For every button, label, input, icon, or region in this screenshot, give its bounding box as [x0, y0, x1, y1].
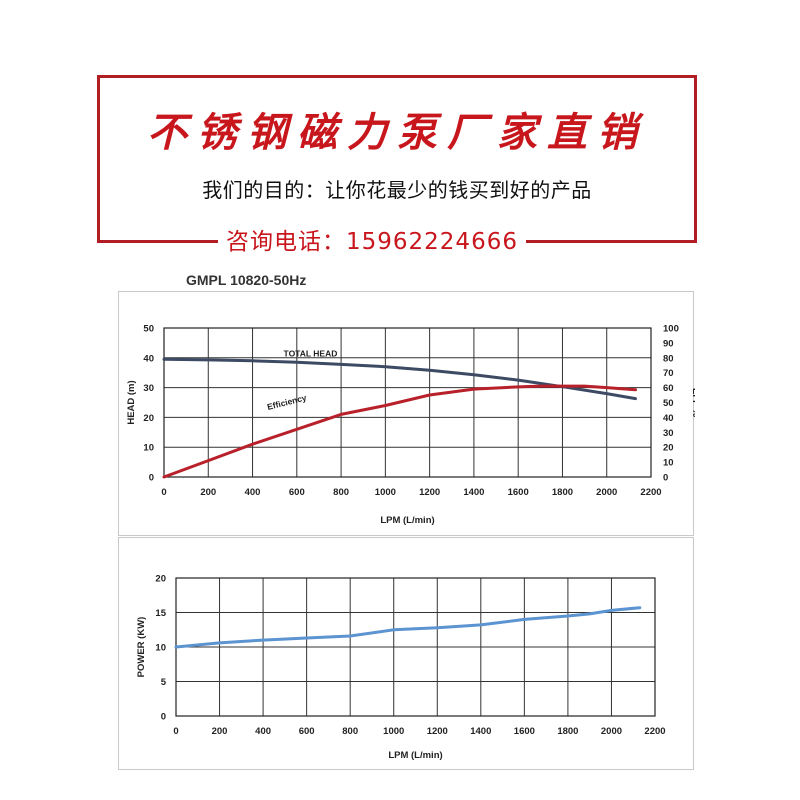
x-tick-label: 400 — [255, 726, 271, 737]
chart-title: GMPL 10820-50Hz — [186, 272, 307, 288]
x-tick-label: 1400 — [463, 487, 484, 498]
x-tick-label: 600 — [289, 487, 305, 498]
x-tick-label: 2000 — [601, 726, 622, 737]
y-axis-label: HEAD (m) — [126, 380, 137, 424]
y-tick-label: 0 — [161, 712, 166, 723]
series-label: TOTAL HEAD — [284, 348, 338, 358]
y2-tick-label: 100 — [663, 324, 679, 335]
x-tick-label: 1200 — [419, 487, 440, 498]
banner-title: 不锈钢磁力泵厂家直销 — [147, 109, 647, 156]
y2-tick-label: 0 — [663, 473, 668, 484]
series-line-total-head — [162, 357, 637, 401]
y-tick-label: 50 — [143, 324, 154, 335]
series-line-efficiency — [162, 384, 637, 479]
x-tick-label: 200 — [200, 487, 216, 498]
x-tick-label: 1200 — [427, 726, 448, 737]
y-tick-label: 15 — [155, 608, 166, 619]
y2-tick-label: 50 — [663, 398, 674, 409]
x-tick-label: 1600 — [508, 487, 529, 498]
y-tick-label: 10 — [155, 643, 166, 654]
x-tick-label: 800 — [342, 726, 358, 737]
x-axis-label: LPM (L/min) — [388, 750, 442, 761]
head-efficiency-chart: 0 200 400 600 800 1000 1200 1400 1600 1800 2000 220… — [126, 324, 701, 527]
y2-tick-label: 70 — [663, 368, 674, 379]
head-efficiency-chart-panel: 0 200 400 600 800 1000 1200 1400 1600 1800 2000 220… — [118, 291, 701, 536]
series-line-power — [174, 606, 642, 649]
x-tick-label: 1800 — [557, 726, 578, 737]
x-tick-label: 0 — [173, 726, 178, 737]
x-axis-label: LPM (L/min) — [380, 515, 434, 526]
y-tick-label: 20 — [143, 413, 154, 424]
x-tick-label: 1600 — [514, 726, 535, 737]
x-tick-label: 1000 — [383, 726, 404, 737]
x-tick-label: 2200 — [640, 487, 661, 498]
y-tick-label: 20 — [155, 574, 166, 585]
x-tick-label: 400 — [245, 487, 261, 498]
x-tick-label: 0 — [161, 487, 166, 498]
y2-tick-label: 60 — [663, 383, 674, 394]
x-tick-label: 1400 — [470, 726, 491, 737]
power-chart-panel: 0 200 400 600 800 1000 1200 1400 1600 1800 2000 220… — [118, 537, 694, 770]
y2-tick-label: 40 — [663, 413, 674, 424]
x-tick-label: 2200 — [644, 726, 665, 737]
y-tick-label: 40 — [143, 353, 154, 364]
x-tick-label: 200 — [212, 726, 228, 737]
x-tick-label: 600 — [299, 726, 315, 737]
power-chart: 0 200 400 600 800 1000 1200 1400 1600 1800 2000 220… — [136, 574, 666, 762]
promo-banner: 不锈钢磁力泵厂家直销 我们的目的：让你花最少的钱买到好的产品 — [97, 75, 697, 243]
x-tick-label: 1800 — [552, 487, 573, 498]
y2-tick-label: 90 — [663, 338, 674, 349]
y-tick-label: 10 — [143, 443, 154, 454]
x-tick-label: 1000 — [375, 487, 396, 498]
y-tick-label: 0 — [149, 473, 154, 484]
phone-number: 咨询电话：15962224666 — [218, 224, 526, 260]
y2-tick-label: 10 — [663, 458, 674, 469]
y2-axis-label: EFF % — [690, 388, 695, 418]
y2-tick-label: 20 — [663, 443, 674, 454]
y2-tick-label: 30 — [663, 428, 674, 439]
banner-subtitle: 我们的目的：让你花最少的钱买到好的产品 — [202, 178, 592, 202]
x-tick-label: 800 — [333, 487, 349, 498]
plot-frame — [163, 327, 652, 478]
y-tick-label: 30 — [143, 383, 154, 394]
series-label: Efficiency — [266, 392, 308, 411]
y-axis-label: POWER (KW) — [136, 617, 147, 678]
y2-tick-label: 80 — [663, 353, 674, 364]
y-tick-label: 5 — [161, 677, 167, 688]
x-tick-label: 2000 — [596, 487, 617, 498]
